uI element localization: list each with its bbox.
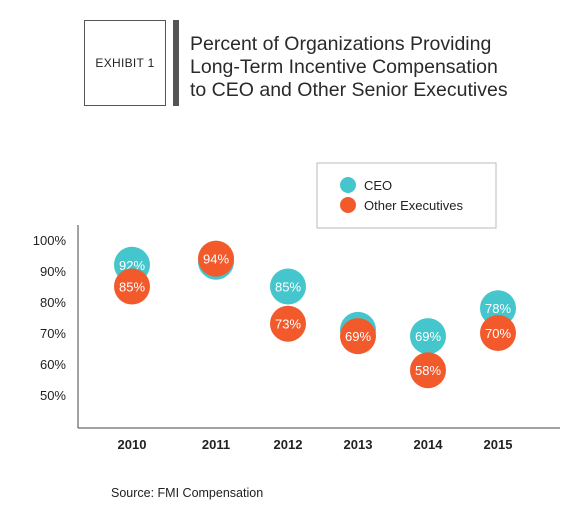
- legend-ceo-swatch: [340, 177, 356, 193]
- ceo-point: [270, 268, 306, 305]
- ceo-data-label: 85%: [275, 280, 301, 295]
- y-tick-labels: 100% 90% 80% 70% 60% 50%: [33, 233, 67, 403]
- x-tick-label: 2011: [202, 437, 230, 452]
- title-accent-bar: [173, 20, 179, 106]
- other-executives-point: [114, 268, 150, 305]
- x-tick-label: 2012: [274, 437, 303, 452]
- legend: CEO Other Executives: [316, 162, 497, 229]
- x-tick-label: 2014: [414, 437, 444, 452]
- x-tick-label: 2015: [484, 437, 513, 452]
- other-executives-point: [340, 318, 376, 355]
- y-tick-label: 50%: [40, 388, 66, 403]
- title-line-3: to CEO and Other Senior Executives: [190, 79, 508, 101]
- chart-title: Percent of Organizations Providing Long-…: [190, 33, 570, 102]
- other-executives-data-label: 70%: [485, 326, 511, 341]
- x-tick-label: 2013: [344, 437, 373, 452]
- ceo-data-label: 69%: [415, 329, 441, 344]
- other-executives-point: [480, 315, 516, 351]
- legend-other-label: Other Executives: [364, 198, 463, 213]
- y-tick-label: 60%: [40, 357, 66, 372]
- ceo-point: [480, 290, 516, 327]
- title-line-1: Percent of Organizations Providing: [190, 33, 492, 55]
- legend-box: [316, 162, 497, 229]
- other-executives-data-label: 85%: [119, 280, 145, 295]
- ceo-data-label: 78%: [485, 301, 511, 316]
- y-tick-label: 80%: [40, 295, 66, 310]
- ceo-data-label: 92%: [119, 258, 145, 273]
- y-tick-label: 90%: [40, 264, 66, 279]
- legend-other-swatch: [340, 197, 356, 213]
- y-tick-label: 100%: [33, 233, 67, 248]
- ceo-point: [410, 318, 446, 355]
- legend-ceo-label: CEO: [364, 178, 392, 193]
- source-note: Source: FMI Compensation: [111, 486, 264, 500]
- other-executives-data-label: 69%: [345, 329, 371, 344]
- other-executives-point: [410, 352, 446, 389]
- other-executives-data-label: 58%: [415, 363, 441, 378]
- title-line-2: Long-Term Incentive Compensation: [190, 56, 498, 78]
- other-executives-data-label: 73%: [275, 317, 301, 332]
- x-tick-labels: 2010 2011 2012 2013 2014 2015: [118, 437, 513, 452]
- x-tick-label: 2010: [118, 437, 147, 452]
- y-tick-label: 70%: [40, 326, 66, 341]
- data-points: 92%93%85%71%69%78%85%94%73%69%58%70%: [114, 240, 516, 389]
- other-executives-data-label: 94%: [203, 252, 229, 267]
- exhibit-label: EXHIBIT 1: [84, 20, 166, 106]
- other-executives-point: [270, 305, 306, 342]
- other-executives-point: [198, 240, 234, 277]
